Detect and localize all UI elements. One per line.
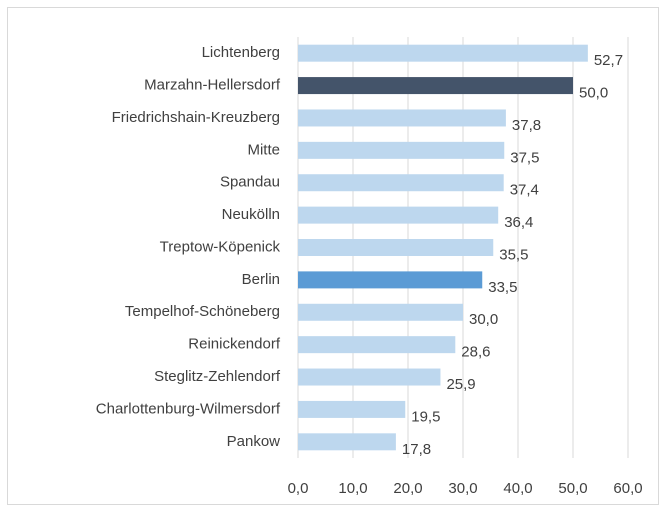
x-tick-label: 40,0 [503, 480, 532, 497]
bar [298, 206, 499, 224]
y-tick-label: Spandau [220, 174, 280, 191]
bar [298, 109, 506, 127]
y-tick-label: Mitte [247, 141, 280, 158]
x-tick-label: 20,0 [393, 480, 422, 497]
x-tick-label: 30,0 [448, 480, 477, 497]
y-tick-label: Treptow-Köpenick [160, 238, 281, 255]
x-tick-label: 50,0 [558, 480, 587, 497]
data-label: 28,6 [461, 344, 490, 361]
data-label: 33,5 [488, 279, 517, 296]
bar [298, 44, 588, 62]
data-label: 37,4 [510, 182, 539, 199]
data-label: 30,0 [469, 311, 498, 328]
y-tick-label: Lichtenberg [202, 44, 280, 61]
data-label: 37,5 [510, 149, 539, 166]
data-label: 25,9 [446, 376, 475, 393]
y-tick-label: Pankow [227, 433, 281, 450]
data-label: 50,0 [579, 85, 608, 102]
y-tick-label: Charlottenburg-Wilmersdorf [96, 400, 281, 417]
bar [298, 400, 406, 418]
data-label: 37,8 [512, 117, 541, 134]
data-label: 35,5 [499, 246, 528, 263]
y-tick-label: Steglitz-Zehlendorf [154, 368, 281, 385]
bar [298, 368, 441, 386]
bar [298, 303, 463, 321]
data-label: 19,5 [411, 408, 440, 425]
x-tick-label: 60,0 [613, 480, 642, 497]
bar [298, 141, 505, 159]
x-tick-label: 0,0 [288, 480, 309, 497]
data-label: 36,4 [504, 214, 533, 231]
bar [298, 433, 396, 451]
y-tick-label: Tempelhof-Schöneberg [125, 303, 280, 320]
x-tick-label: 10,0 [338, 480, 367, 497]
y-tick-label: Marzahn-Hellersdorf [144, 77, 281, 94]
y-tick-label: Neukölln [222, 206, 280, 223]
bar [298, 77, 573, 95]
bar [298, 239, 494, 256]
bar [298, 271, 483, 289]
data-label: 17,8 [402, 441, 431, 458]
y-tick-label: Reinickendorf [188, 336, 281, 353]
y-tick-label: Friedrichshain-Kreuzberg [112, 109, 280, 126]
bar [298, 336, 456, 354]
bar [298, 174, 504, 192]
data-label: 52,7 [594, 52, 623, 69]
y-tick-label: Berlin [242, 271, 280, 288]
